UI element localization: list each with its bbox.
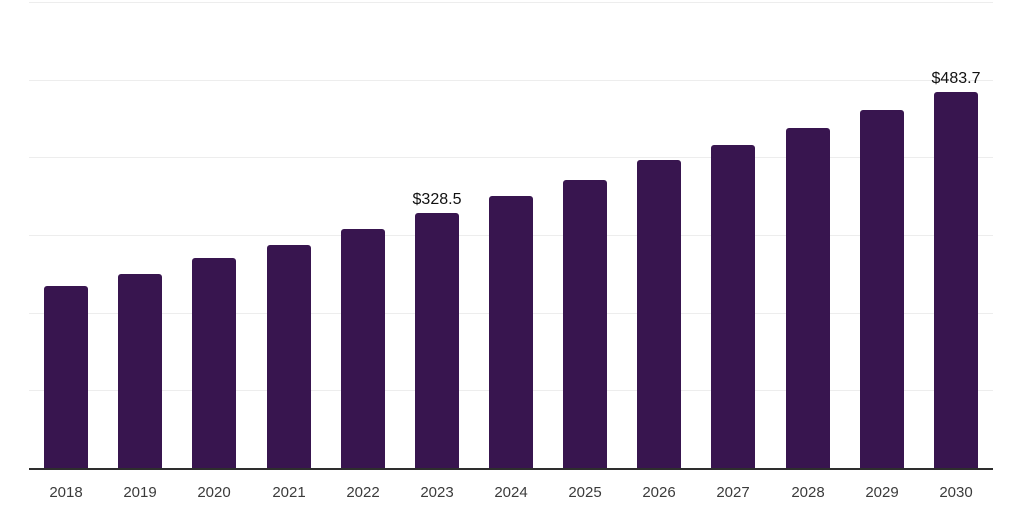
x-tick-label-2024: 2024 <box>494 484 528 501</box>
bar-value-label-2023: $328.5 <box>412 191 462 208</box>
x-tick-label-2023: 2023 <box>420 484 454 501</box>
bar-2021[interactable] <box>267 245 311 468</box>
x-tick-label-2025: 2025 <box>568 484 602 501</box>
bar-value-label-2030: $483.7 <box>931 70 981 87</box>
x-tick-label-2028: 2028 <box>791 484 825 501</box>
x-tick-label-2029: 2029 <box>865 484 899 501</box>
x-axis-line <box>29 468 993 470</box>
x-tick-label-2018: 2018 <box>49 484 83 501</box>
bar-2027[interactable] <box>711 145 755 468</box>
bar-2020[interactable] <box>192 258 236 468</box>
x-tick-label-2030: 2030 <box>939 484 973 501</box>
gridline-600 <box>29 2 993 3</box>
bar-2023[interactable] <box>415 213 459 468</box>
x-tick-label-2019: 2019 <box>123 484 157 501</box>
bar-2022[interactable] <box>341 229 385 468</box>
bar-2028[interactable] <box>786 128 830 468</box>
bar-2030[interactable] <box>934 92 978 468</box>
x-tick-label-2022: 2022 <box>346 484 380 501</box>
bar-2019[interactable] <box>118 274 162 468</box>
x-tick-label-2020: 2020 <box>197 484 231 501</box>
x-tick-label-2027: 2027 <box>716 484 750 501</box>
x-tick-label-2021: 2021 <box>272 484 306 501</box>
gridline-500 <box>29 80 993 81</box>
bar-2026[interactable] <box>637 160 681 468</box>
bar-2024[interactable] <box>489 196 533 468</box>
bar-2025[interactable] <box>563 180 607 468</box>
x-tick-label-2026: 2026 <box>642 484 676 501</box>
bar-2029[interactable] <box>860 110 904 468</box>
bar-2018[interactable] <box>44 286 88 468</box>
gridline-400 <box>29 157 993 158</box>
